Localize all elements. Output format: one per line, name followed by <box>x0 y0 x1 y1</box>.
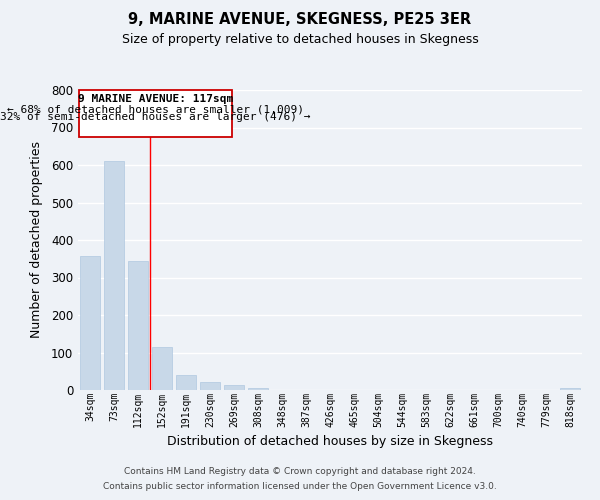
Text: Contains public sector information licensed under the Open Government Licence v3: Contains public sector information licen… <box>103 482 497 491</box>
Text: 9 MARINE AVENUE: 117sqm: 9 MARINE AVENUE: 117sqm <box>78 94 233 104</box>
Y-axis label: Number of detached properties: Number of detached properties <box>29 142 43 338</box>
Bar <box>200 382 220 390</box>
Bar <box>128 262 148 390</box>
FancyBboxPatch shape <box>79 90 232 137</box>
X-axis label: Distribution of detached houses by size in Skegness: Distribution of detached houses by size … <box>167 435 493 448</box>
Text: 32% of semi-detached houses are larger (476) →: 32% of semi-detached houses are larger (… <box>0 112 311 122</box>
Text: 9, MARINE AVENUE, SKEGNESS, PE25 3ER: 9, MARINE AVENUE, SKEGNESS, PE25 3ER <box>128 12 472 28</box>
Bar <box>152 347 172 390</box>
Text: Size of property relative to detached houses in Skegness: Size of property relative to detached ho… <box>122 32 478 46</box>
Bar <box>248 388 268 390</box>
Text: Contains HM Land Registry data © Crown copyright and database right 2024.: Contains HM Land Registry data © Crown c… <box>124 467 476 476</box>
Bar <box>80 256 100 390</box>
Bar <box>560 388 580 390</box>
Bar <box>104 161 124 390</box>
Bar <box>224 385 244 390</box>
Text: ← 68% of detached houses are smaller (1,009): ← 68% of detached houses are smaller (1,… <box>7 104 304 115</box>
Bar <box>176 375 196 390</box>
